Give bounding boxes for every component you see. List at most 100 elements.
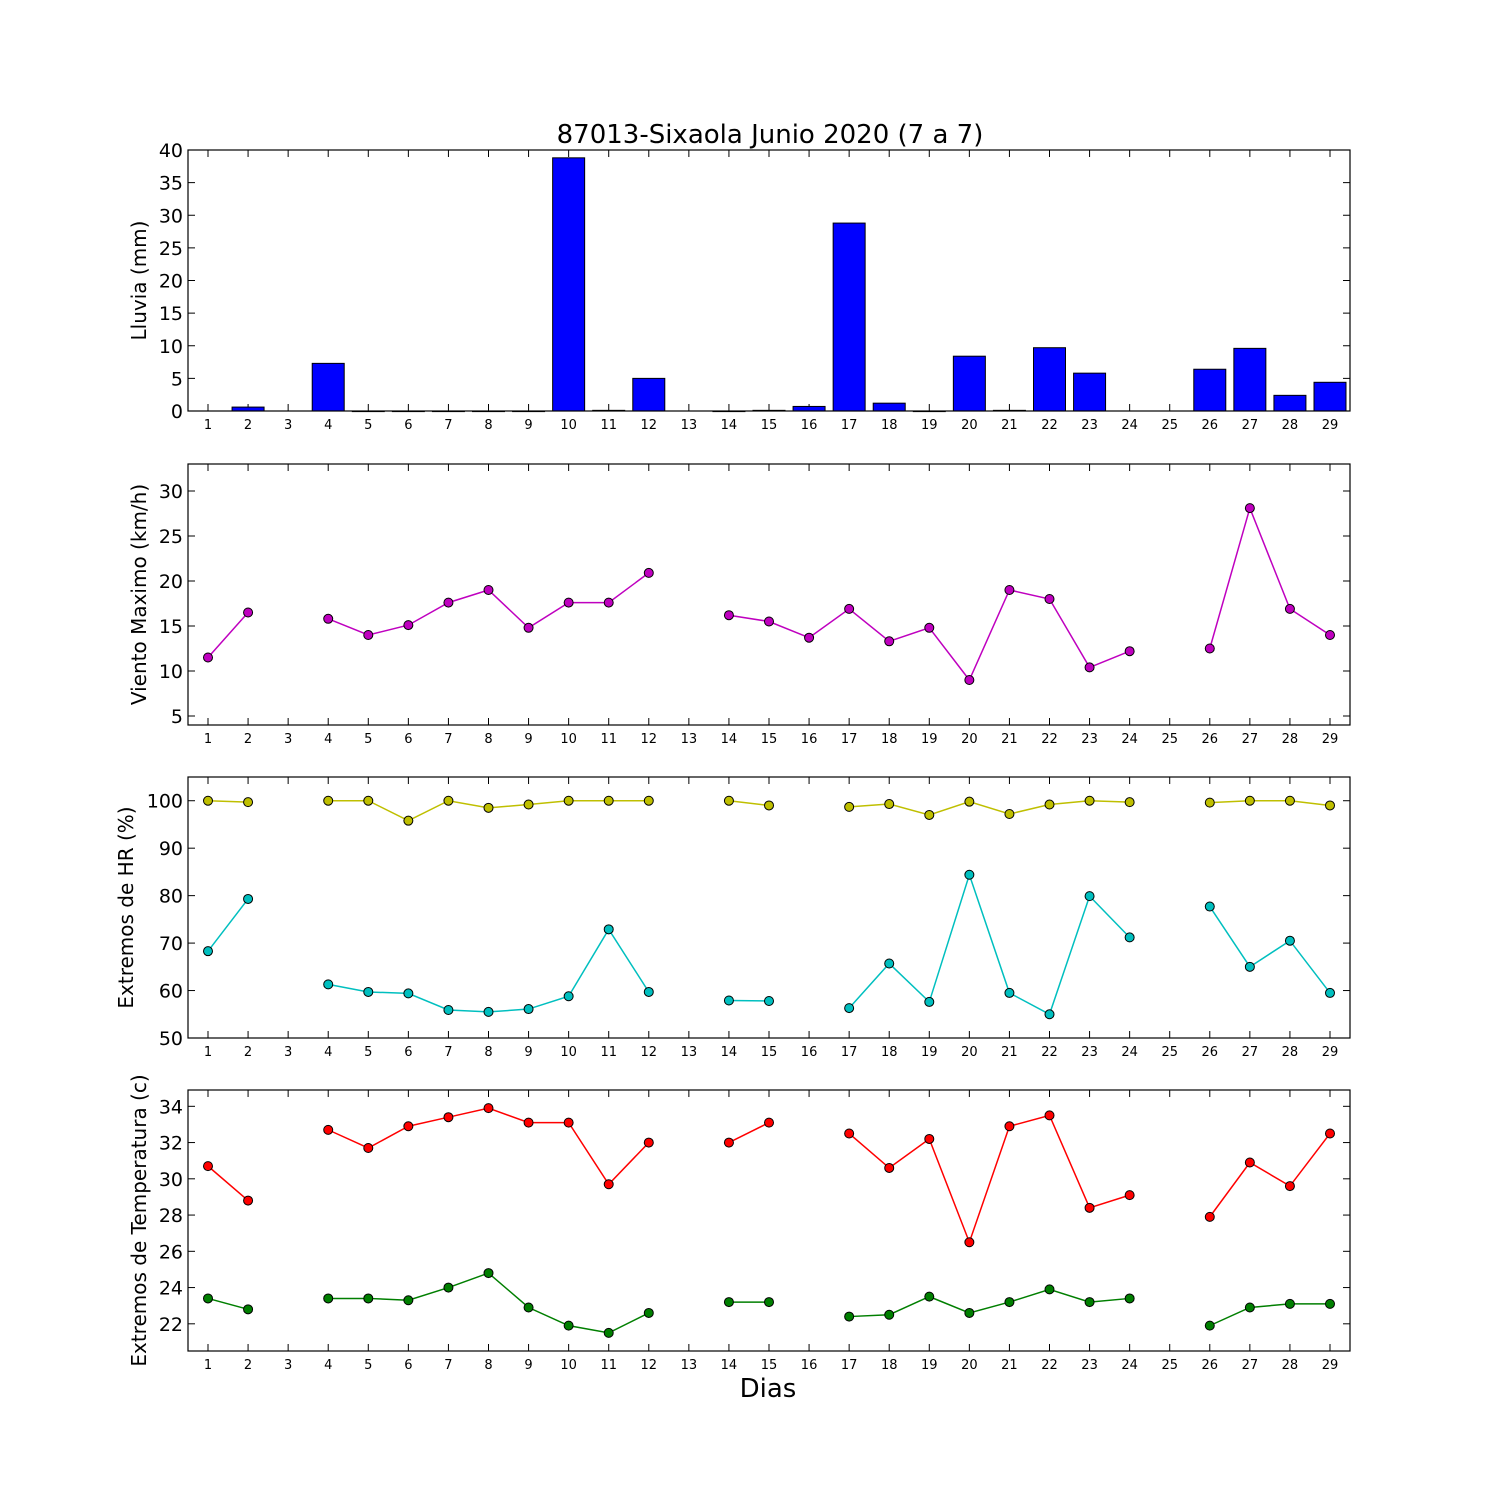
series-2-point-day-27 <box>1244 961 1255 972</box>
y-tick-label: 5 <box>171 706 183 728</box>
series-2-point-day-17 <box>844 1311 855 1322</box>
x-tick-label: 3 <box>284 1358 292 1373</box>
y-tick-label: 5 <box>171 368 183 390</box>
series-1-point-day-16 <box>804 632 815 643</box>
series-2-point-day-5 <box>363 1293 374 1304</box>
series-1-point-day-8 <box>483 585 494 595</box>
x-tick-label: 2 <box>244 1358 252 1373</box>
y-tick-label: 15 <box>159 303 183 325</box>
y-tick-label: 25 <box>159 238 183 260</box>
series-1-point-day-23 <box>1084 795 1095 806</box>
x-tick-label: 7 <box>444 418 452 433</box>
series-2-point-day-18 <box>884 1309 895 1320</box>
series-1-line <box>207 799 249 803</box>
bar-day-23 <box>1073 372 1107 412</box>
series-1-point-day-27 <box>1244 503 1255 514</box>
x-tick-label: 29 <box>1322 418 1339 433</box>
y-tick-label: 60 <box>159 981 183 1003</box>
x-tick-label: 2 <box>244 418 252 433</box>
y-tick-label: 20 <box>159 571 183 593</box>
x-tick-label: 16 <box>801 1045 818 1060</box>
x-tick-label: 10 <box>560 1045 577 1060</box>
x-tick-label: 15 <box>761 732 778 747</box>
series-1-point-day-8 <box>483 802 494 813</box>
x-tick-label: 5 <box>364 732 372 747</box>
series-1-point-day-11 <box>603 597 614 608</box>
series-2-point-day-12 <box>643 986 654 997</box>
series-1-point-day-22 <box>1044 1110 1055 1121</box>
x-tick-label: 28 <box>1282 418 1299 433</box>
series-1-point-day-26 <box>1204 1211 1215 1222</box>
series-2-point-day-10 <box>563 991 574 1002</box>
x-tick-label: 28 <box>1282 1358 1299 1373</box>
y-tick-label: 35 <box>159 173 183 195</box>
series-1-point-day-17 <box>844 801 855 812</box>
series-1-line <box>207 612 249 658</box>
x-tick-label: 11 <box>600 418 617 433</box>
bar-day-10 <box>552 157 586 412</box>
series-1-point-day-29 <box>1325 1128 1335 1139</box>
x-tick-label: 5 <box>364 1045 372 1060</box>
plot-frame <box>187 1089 1351 1352</box>
series-1-point-day-12 <box>643 567 654 578</box>
x-tick-label: 16 <box>801 1358 818 1373</box>
x-tick-label: 25 <box>1161 1358 1178 1373</box>
x-tick-label: 15 <box>761 418 778 433</box>
series-1-point-day-19 <box>924 622 935 633</box>
y-tick-label: 32 <box>159 1133 183 1155</box>
bar-day-26 <box>1193 368 1227 412</box>
x-tick-label: 19 <box>921 1045 938 1060</box>
series-1-point-day-21 <box>1004 809 1015 820</box>
x-tick-label: 11 <box>600 732 617 747</box>
series-1-point-day-27 <box>1244 1157 1255 1168</box>
series-1-point-day-1 <box>203 1161 213 1172</box>
series-1-line <box>207 1165 249 1202</box>
series-1-point-day-5 <box>363 795 374 806</box>
series-2-point-day-8 <box>483 1268 494 1279</box>
series-2-point-day-11 <box>603 1327 614 1338</box>
x-tick-label: 22 <box>1041 1358 1058 1373</box>
series-2-point-day-21 <box>1004 987 1015 998</box>
x-tick-label: 10 <box>560 418 577 433</box>
series-2-point-day-24 <box>1124 1293 1135 1304</box>
series-2-point-day-2 <box>243 1304 254 1315</box>
y-tick-label: 90 <box>159 838 183 860</box>
series-1-point-day-14 <box>723 795 734 806</box>
bar-day-12 <box>632 377 666 412</box>
series-2-point-day-6 <box>403 1295 414 1306</box>
y-axis-label: Extremos de Temperatura (c) <box>127 1074 151 1366</box>
series-2-line <box>1209 1303 1330 1327</box>
bar-day-4 <box>311 362 345 412</box>
x-tick-label: 3 <box>284 1045 292 1060</box>
x-tick-label: 26 <box>1202 1358 1219 1373</box>
series-2-point-day-4 <box>323 979 334 990</box>
x-tick-label: 4 <box>324 1358 332 1373</box>
x-tick-label: 17 <box>841 732 858 747</box>
bar-day-27 <box>1233 347 1267 412</box>
series-2-point-day-18 <box>884 958 895 969</box>
x-tick-label: 13 <box>681 1045 698 1060</box>
series-1-line <box>1209 505 1331 649</box>
series-2-point-day-12 <box>643 1307 654 1318</box>
series-2-point-day-22 <box>1044 1009 1055 1020</box>
x-tick-label: 21 <box>1001 732 1018 747</box>
x-tick-label: 19 <box>921 418 938 433</box>
series-1-point-day-15 <box>764 800 774 811</box>
x-tick-label: 29 <box>1322 1358 1339 1373</box>
series-1-point-day-6 <box>403 1121 414 1132</box>
x-tick-label: 8 <box>484 1358 492 1373</box>
series-2-line <box>328 1272 650 1334</box>
x-tick-label: 5 <box>364 418 372 433</box>
series-1-point-day-28 <box>1284 795 1295 806</box>
y-tick-label: 30 <box>159 1169 183 1191</box>
series-2-line <box>848 872 1131 1016</box>
y-tick-label: 34 <box>159 1096 183 1118</box>
series-2-point-day-29 <box>1325 987 1335 998</box>
x-tick-label: 22 <box>1041 1045 1058 1060</box>
x-tick-label: 4 <box>324 1045 332 1060</box>
x-tick-label: 23 <box>1081 732 1098 747</box>
series-1-point-day-6 <box>403 815 414 826</box>
series-2-point-day-4 <box>323 1293 334 1304</box>
